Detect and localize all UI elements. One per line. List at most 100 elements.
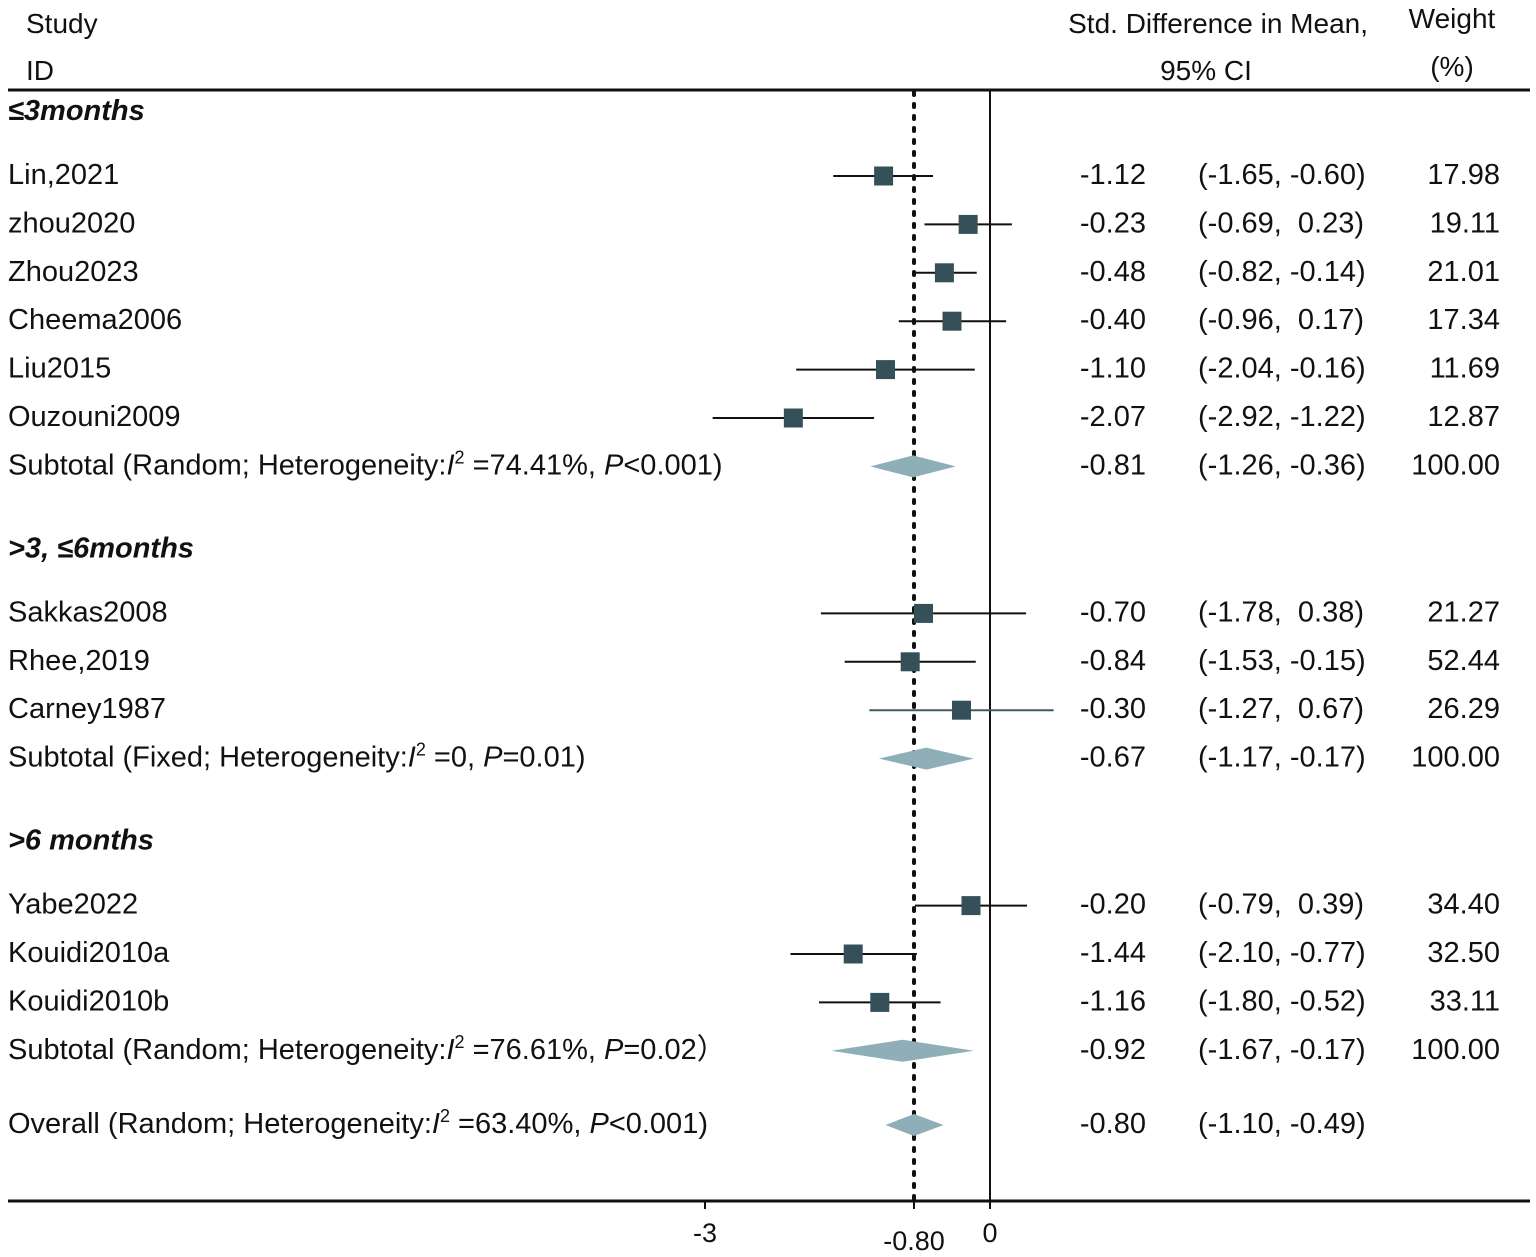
study-label: Zhou2023 — [8, 256, 139, 288]
subtotal-weight: 100.00 — [1411, 742, 1500, 774]
overall-ci: (-1.10, -0.49) — [1198, 1108, 1366, 1140]
point-estimate-marker — [876, 360, 895, 380]
study-ci: (-1.78, 0.38) — [1198, 596, 1364, 628]
i-squared-symbol: I — [446, 1034, 454, 1066]
study-estimate: -0.23 — [1080, 207, 1146, 239]
i-squared-symbol: I — [432, 1108, 440, 1140]
study-ci: (-1.53, -0.15) — [1198, 645, 1366, 677]
x-tick-label: -3 — [693, 1218, 717, 1248]
point-estimate-marker — [874, 166, 894, 186]
study-ci: (-0.69, 0.23) — [1198, 207, 1364, 239]
study-label: Kouidi2010b — [8, 985, 169, 1017]
study-weight: 19.11 — [1430, 207, 1500, 239]
study-label: Carney1987 — [8, 693, 166, 725]
point-estimate-marker — [958, 214, 978, 234]
study-label: Kouidi2010a — [8, 937, 170, 969]
point-estimate-marker — [870, 992, 890, 1012]
subtotal-diamond — [878, 747, 974, 770]
subtotal-diamond — [831, 1039, 974, 1062]
study-weight: 21.01 — [1427, 256, 1500, 288]
subtotal-estimate: -0.67 — [1080, 742, 1146, 774]
study-weight: 52.44 — [1427, 645, 1500, 677]
point-estimate-marker — [843, 944, 863, 964]
study-ci: (-1.80, -0.52) — [1198, 985, 1366, 1017]
i-squared-value: =0, — [426, 742, 483, 774]
study-label: Lin,2021 — [8, 159, 119, 191]
study-ci: (-1.27, 0.67) — [1198, 693, 1364, 725]
forest-rows: ≤3months Lin,2021 -1.12 (-1.65, -0.60) 17.98… — [8, 95, 1500, 1140]
p-symbol: P — [589, 1108, 609, 1140]
study-estimate: -0.40 — [1080, 304, 1146, 336]
i-squared-value: =76.61%, — [465, 1034, 604, 1066]
i-squared-symbol: I — [446, 449, 454, 481]
point-estimate-marker — [952, 700, 971, 720]
i-squared-symbol: I — [408, 742, 416, 774]
header-weight: Weight — [1409, 3, 1496, 34]
subtotal-label: Subtotal (Fixed; Heterogeneity:I2 =0, P=… — [8, 740, 586, 774]
study-label: Rhee,2019 — [8, 645, 150, 677]
header-weight-unit: (%) — [1430, 51, 1474, 82]
study-weight: 21.27 — [1427, 596, 1500, 628]
overall-label: Overall (Random; Heterogeneity:I2 =63.40… — [8, 1106, 708, 1140]
study-estimate: -0.48 — [1080, 256, 1146, 288]
header-effect: Std. Difference in Mean, — [1068, 8, 1368, 39]
subtotal-ci: (-1.17, -0.17) — [1198, 742, 1366, 774]
point-estimate-marker — [961, 896, 981, 916]
point-estimate-marker — [783, 408, 803, 428]
study-estimate: -2.07 — [1080, 401, 1146, 433]
subtotal-weight: 100.00 — [1411, 449, 1500, 481]
study-estimate: -0.30 — [1080, 693, 1146, 725]
i-squared-value: =63.40%, — [450, 1108, 589, 1140]
i-squared-value: =74.41%, — [465, 449, 604, 481]
point-estimate-marker — [914, 603, 933, 623]
header-id: ID — [26, 55, 54, 86]
point-estimate-marker — [900, 652, 920, 672]
study-estimate: -0.20 — [1080, 889, 1146, 921]
study-label: Sakkas2008 — [8, 596, 168, 628]
subgroup-label: ≤3months — [8, 95, 145, 127]
x-tick-label: 0 — [982, 1218, 997, 1248]
header-ci: 95% CI — [1160, 55, 1252, 86]
study-label: Cheema2006 — [8, 304, 182, 336]
subtotal-label: Subtotal (Random; Heterogeneity:I2 =76.6… — [8, 1032, 726, 1066]
study-label: Ouzouni2009 — [8, 401, 181, 433]
p-value: =0.01) — [502, 742, 585, 774]
study-label: Yabe2022 — [8, 889, 138, 921]
study-weight: 12.87 — [1427, 401, 1500, 433]
subtotal-estimate: -0.81 — [1080, 449, 1146, 481]
study-estimate: -1.12 — [1080, 159, 1146, 191]
study-ci: (-1.65, -0.60) — [1198, 159, 1366, 191]
p-value: <0.001) — [623, 449, 722, 481]
label-text: Subtotal (Fixed; Heterogeneity: — [8, 742, 408, 774]
label-text: Overall (Random; Heterogeneity: — [8, 1108, 432, 1140]
study-label: Liu2015 — [8, 353, 111, 385]
study-weight: 17.98 — [1427, 159, 1500, 191]
study-weight: 32.50 — [1427, 937, 1500, 969]
study-weight: 33.11 — [1430, 985, 1500, 1017]
point-estimate-marker — [942, 311, 962, 331]
study-estimate: -1.16 — [1080, 985, 1146, 1017]
subtotal-estimate: -0.92 — [1080, 1034, 1146, 1066]
p-value: <0.001) — [609, 1108, 708, 1140]
subgroup-label: >3, ≤6months — [8, 532, 194, 564]
superscript: 2 — [416, 740, 426, 760]
p-symbol: P — [604, 1034, 624, 1066]
superscript: 2 — [455, 447, 465, 467]
label-text: Subtotal (Random; Heterogeneity: — [8, 449, 446, 481]
subtotal-ci: (-1.67, -0.17) — [1198, 1034, 1366, 1066]
study-estimate: -1.10 — [1080, 353, 1146, 385]
subtotal-ci: (-1.26, -0.36) — [1198, 449, 1366, 481]
study-weight: 26.29 — [1427, 693, 1500, 725]
study-ci: (-0.82, -0.14) — [1198, 256, 1366, 288]
study-ci: (-2.10, -0.77) — [1198, 937, 1366, 969]
subgroup-label: >6 months — [8, 825, 154, 857]
study-ci: (-0.96, 0.17) — [1198, 304, 1364, 336]
superscript: 2 — [455, 1032, 465, 1052]
subtotal-diamond — [870, 455, 956, 478]
label-text: Subtotal (Random; Heterogeneity: — [8, 1034, 446, 1066]
study-ci: (-0.79, 0.39) — [1198, 889, 1364, 921]
p-value: =0.02） — [623, 1034, 725, 1066]
study-estimate: -0.84 — [1080, 645, 1146, 677]
subtotal-weight: 100.00 — [1411, 1034, 1500, 1066]
